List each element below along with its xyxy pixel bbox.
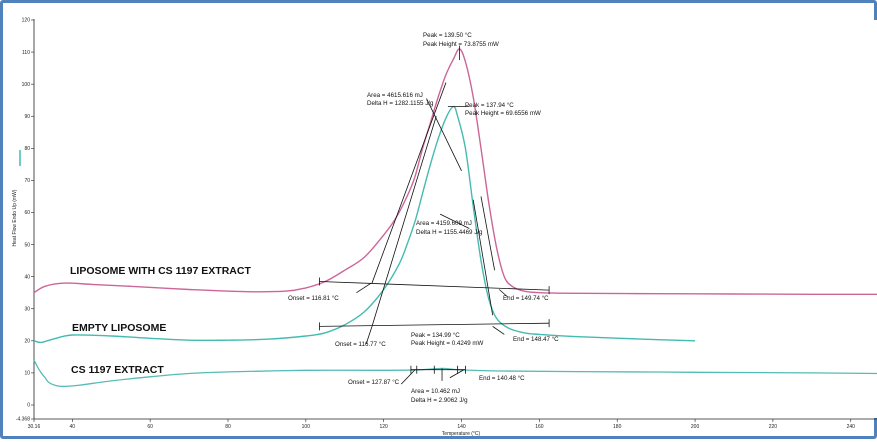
- tangent-lipo-cs-fall: [480, 196, 496, 271]
- y-tick-label-2: 10: [24, 371, 30, 377]
- dsc-thermogram-chart: -4.368 0 10 20 30 40 50 60 70 80 90 100 110 120 30.16…: [12, 18, 877, 437]
- series-label-empty: EMPTY LIPOSOME: [72, 322, 166, 334]
- anno-lipo-cs-onset: Onset = 116.81 °C: [288, 295, 339, 302]
- baseline-lipo-cs: [319, 281, 550, 291]
- anno-empty-area-2: Delta H = 1155.4469 J/g: [416, 229, 483, 236]
- x-tick-label-4: 100: [302, 424, 311, 430]
- x-tick-label-3: 80: [225, 424, 231, 430]
- tangent-empty-fall: [472, 199, 494, 316]
- x-tick-label-10: 220: [769, 424, 778, 430]
- x-tick-label-2: 60: [147, 424, 153, 430]
- x-tick-label-7: 160: [535, 424, 544, 430]
- leader-empty-area: [439, 213, 470, 229]
- anno-lipo-cs-end: End = 149.74 °C: [503, 295, 549, 302]
- tangent-lipo-cs-rise: [371, 82, 447, 284]
- y-tick-label-1: 0: [27, 403, 30, 409]
- leader-cs-onset: [400, 369, 416, 385]
- y-tick-label-11: 100: [22, 82, 31, 88]
- series-line-cs-extract: [33, 359, 877, 388]
- anno-lipo-cs-peak-1: Peak = 139.50 °C: [423, 32, 472, 39]
- x-axis-title: Temperature (°C): [442, 431, 481, 437]
- series-label-cs: CS 1197 EXTRACT: [71, 364, 164, 376]
- anno-cs-onset: Onset = 127.87 °C: [348, 379, 400, 386]
- anno-cs-peak-1: Peak = 134.99 °C: [411, 332, 460, 339]
- y-axis-ticks: -4.368 0 10 20 30 40 50 60 70 80 90 100 110 120: [16, 18, 34, 423]
- x-tick-label-5: 120: [380, 424, 389, 430]
- leader-lipo-cs-onset: [356, 282, 372, 294]
- x-tick-label-6: 140: [457, 424, 466, 430]
- leader-cs-end: [449, 369, 464, 379]
- anno-lipo-cs-area-1: Area = 4615.616 mJ: [367, 92, 423, 99]
- construction-lines: [319, 45, 550, 385]
- anno-empty-onset: Onset = 116.77 °C: [335, 341, 386, 348]
- x-axis-ticks: 30.16 40 60 80 100 120 140 160 180 200 220 240: [28, 419, 855, 430]
- plot-background: [34, 20, 877, 418]
- y-tick-label-10: 90: [24, 114, 30, 120]
- leader-lipo-cs-end: [499, 289, 509, 298]
- baseline-empty: [319, 322, 550, 327]
- y-tick-label-5: 40: [24, 274, 30, 280]
- anno-empty-peak-2: Peak Height = 69.6556 mW: [465, 110, 541, 117]
- anno-lipo-cs-peak-2: Peak Height = 73.8755 mW: [423, 41, 499, 48]
- x-tick-label-8: 180: [613, 424, 622, 430]
- series-line-lipo-cs: [33, 48, 877, 296]
- series-label-lipo-cs: LIPOSOME WITH CS 1197 EXTRACT: [70, 265, 251, 277]
- y-tick-label-9: 80: [24, 146, 30, 152]
- anno-lipo-cs-area-2: Delta H = 1282.1155 J/g: [367, 100, 434, 107]
- y-tick-label-3: 20: [24, 339, 30, 345]
- y-axis-title: Heat Flow Endo Up (mW): [12, 189, 18, 246]
- y-tick-label-8: 70: [24, 178, 30, 184]
- y-tick-label-13: 120: [22, 18, 31, 24]
- x-tick-label-11: 240: [847, 424, 856, 430]
- anno-empty-end: End = 148.47 °C: [513, 336, 559, 343]
- leader-lipo-cs-area: [426, 98, 462, 171]
- x-tick-label-1: 40: [70, 424, 76, 430]
- leader-empty-onset: [365, 326, 373, 345]
- anno-cs-area-2: Delta H = 2.9062 J/g: [411, 397, 468, 404]
- x-tick-label-0: 30.16: [28, 424, 41, 430]
- y-tick-label-12: 110: [22, 50, 30, 56]
- anno-empty-area-1: Area = 4159.609 mJ: [416, 220, 472, 227]
- y-tick-label-6: 50: [24, 242, 30, 248]
- y-tick-label-4: 30: [24, 306, 30, 312]
- anno-empty-peak-1: Peak = 137.94 °C: [465, 102, 514, 109]
- leader-empty-end: [492, 326, 505, 335]
- anno-cs-end: End = 140.48 °C: [479, 375, 525, 382]
- anno-cs-area-1: Area = 10.462 mJ: [411, 388, 460, 395]
- x-tick-label-9: 200: [691, 424, 700, 430]
- anno-cs-peak-2: Peak Height = 0.4249 mW: [411, 340, 484, 347]
- tangent-empty-rise: [371, 116, 437, 327]
- y-tick-label-7: 60: [24, 210, 30, 216]
- y-tick-label-0: -4.368: [16, 417, 30, 423]
